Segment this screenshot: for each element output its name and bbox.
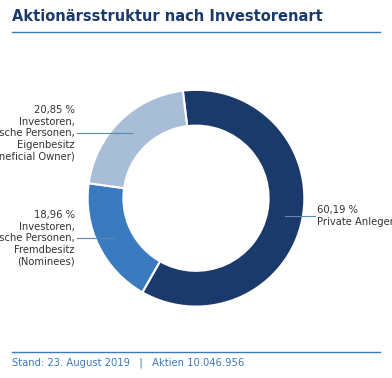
- Text: 18,96 %
Investoren,
juristische Personen,
Fremdbesitz
(Nominees): 18,96 % Investoren, juristische Personen…: [0, 210, 74, 266]
- Text: 60,19 %
Private Anleger: 60,19 % Private Anleger: [318, 205, 392, 227]
- Text: 20,85 %
Investoren,
juristische Personen,
Eigenbesitz
(Beneficial Owner): 20,85 % Investoren, juristische Personen…: [0, 105, 74, 161]
- Wedge shape: [89, 91, 187, 188]
- Text: Stand: 23. August 2019   |   Aktien 10.046.956: Stand: 23. August 2019 | Aktien 10.046.9…: [12, 357, 244, 368]
- Text: Aktionärsstruktur nach Investorenart: Aktionärsstruktur nach Investorenart: [12, 9, 323, 25]
- Wedge shape: [142, 90, 304, 307]
- Wedge shape: [88, 183, 160, 292]
